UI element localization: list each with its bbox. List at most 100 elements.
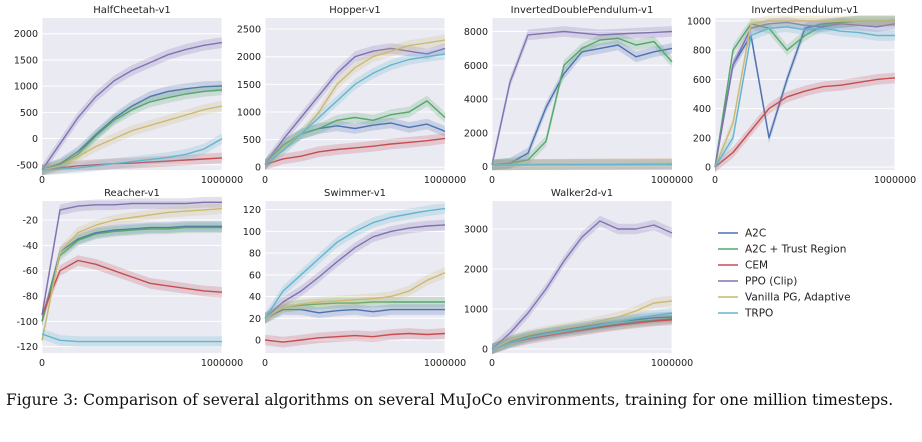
series-line-vanilla-pg-adaptive [41, 207, 223, 341]
legend-label-ppo-clip: PPO (Clip) [745, 276, 797, 288]
panel-walker2d-v1: 0 1000 2000 3000 0 1000000 Walker2d-v1 [464, 188, 693, 369]
series-band-cem [265, 133, 445, 170]
series-line-vanilla-pg-adaptive [491, 300, 673, 350]
x-tick-label: 0 [262, 175, 268, 186]
series-line-ppo-clip [491, 30, 673, 166]
series-line-ppo-clip [264, 47, 446, 165]
panel-title: Walker2d-v1 [551, 188, 613, 199]
series-band-cem [265, 328, 445, 348]
series-line-cem [714, 77, 896, 168]
series-line-a2c-trust-region [41, 226, 222, 322]
x-tick-label: 1000000 [201, 358, 243, 369]
x-tick-label: 1000000 [874, 175, 916, 186]
y-tick-label: -500 [16, 160, 38, 171]
series-band-a2c-trust-region [492, 32, 672, 171]
series-line-cem [41, 157, 223, 171]
panel-hopper-v1: 0 500 1000 1500 2000 2500 0 1000000 Hopper-v1 [237, 5, 466, 186]
y-tick-label: -80 [22, 292, 38, 303]
series-line-a2c [491, 316, 673, 350]
series-line-ppo-clip [41, 41, 223, 171]
figure-caption: Figure 3: Comparison of several algorith… [6, 391, 894, 409]
series-line-cem [264, 137, 446, 166]
panel-reacher-v1: -120 -100 -80 -60 -40 -20 0 1000000 Reacher-v1 [16, 188, 243, 369]
series-line-vanilla-pg-adaptive [41, 105, 223, 171]
y-tick-label: 2000 [237, 52, 261, 63]
y-tick-label: -20 [22, 216, 38, 227]
x-tick-label: 0 [39, 358, 45, 369]
y-tick-label: -40 [22, 241, 38, 252]
series-line-trpo [41, 137, 223, 171]
x-tick-label: 1000000 [651, 358, 693, 369]
series-band-a2c-trust-region [42, 222, 222, 327]
y-tick-label: 1000 [237, 107, 261, 118]
series-line-ppo-clip [491, 220, 673, 350]
legend-label-a2c-trust-region: A2C + Trust Region [745, 244, 846, 256]
series-line-cem [41, 259, 223, 316]
series-line-a2c-trust-region [491, 37, 673, 166]
series-line-trpo [264, 53, 446, 166]
series-line-a2c [41, 225, 222, 322]
y-tick-label: 2000 [14, 29, 38, 40]
series-line-vanilla-pg-adaptive [714, 20, 895, 168]
series-band-ppo-clip [265, 43, 445, 170]
x-tick-label: 0 [489, 358, 495, 369]
series-band-trpo [42, 133, 222, 176]
plot-area [265, 18, 445, 170]
panel-title: InvertedDoublePendulum-v1 [511, 5, 654, 16]
y-tick-label: 0 [482, 162, 488, 173]
x-tick-label: 1000000 [651, 175, 693, 186]
series-line-trpo [491, 312, 673, 350]
series-line-ppo-clip [41, 201, 222, 316]
series-line-a2c [264, 308, 445, 319]
legend: A2C A2C + Trust Region CEM PPO (Clip) Vanill… [718, 228, 851, 320]
y-tick-label: 200 [693, 133, 711, 144]
y-tick-label: 1000 [14, 82, 38, 93]
series-band-a2c-trust-region [265, 95, 445, 170]
y-tick-label: -100 [16, 317, 38, 328]
y-tick-label: 0 [705, 163, 711, 174]
panel-title: Swimmer-v1 [324, 188, 386, 199]
plot-area [715, 18, 895, 170]
plot-area [265, 201, 445, 353]
y-tick-label: 8000 [464, 27, 488, 38]
x-tick-label: 0 [489, 175, 495, 186]
y-tick-label: 1500 [14, 55, 38, 66]
series-line-trpo [714, 26, 895, 168]
series-band-trpo [492, 307, 672, 355]
x-tick-label: 1000000 [424, 358, 466, 369]
series-line-ppo-clip [264, 224, 446, 319]
series-line-a2c [491, 44, 673, 166]
legend-label-cem: CEM [745, 260, 768, 272]
x-tick-label: 0 [39, 175, 45, 186]
series-line-ppo-clip [714, 21, 896, 168]
y-tick-label: 0 [32, 134, 38, 145]
y-tick-label: 60 [249, 270, 261, 281]
y-tick-label: 100 [243, 227, 261, 238]
legend-label-vanilla-pg-adaptive: Vanilla PG, Adaptive [745, 292, 851, 304]
series-line-a2c-trust-region [264, 301, 445, 319]
y-tick-label: 4000 [464, 95, 488, 106]
series-line-vanilla-pg-adaptive [264, 272, 446, 319]
legend-label-a2c: A2C [745, 228, 766, 240]
y-tick-label: 400 [693, 104, 711, 115]
series-band-trpo [42, 328, 222, 347]
series-line-a2c [41, 85, 223, 171]
plot-area [42, 18, 222, 170]
series-band-trpo [265, 203, 445, 324]
y-tick-label: 1000 [687, 16, 711, 27]
y-tick-label: 2000 [464, 128, 488, 139]
series-band-vanilla-pg-adaptive [42, 100, 222, 176]
y-tick-label: 80 [249, 249, 261, 260]
series-band-trpo [715, 21, 895, 173]
panel-title: InvertedPendulum-v1 [751, 5, 858, 16]
y-tick-label: 800 [693, 46, 711, 57]
series-line-a2c-trust-region [264, 100, 446, 165]
y-tick-label: 2000 [464, 265, 488, 276]
panel-swimmer-v1: 0 20 40 60 80 100 120 0 1000000 Swimmer-v1 [243, 188, 466, 369]
x-tick-label: 1000000 [424, 175, 466, 186]
series-line-cem [264, 332, 446, 343]
series-band-cem [715, 72, 895, 173]
y-tick-label: 3000 [464, 225, 488, 236]
series-line-trpo [41, 333, 222, 343]
